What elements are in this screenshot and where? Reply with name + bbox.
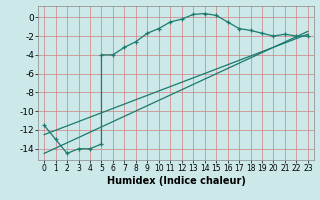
X-axis label: Humidex (Indice chaleur): Humidex (Indice chaleur) [107,176,245,186]
